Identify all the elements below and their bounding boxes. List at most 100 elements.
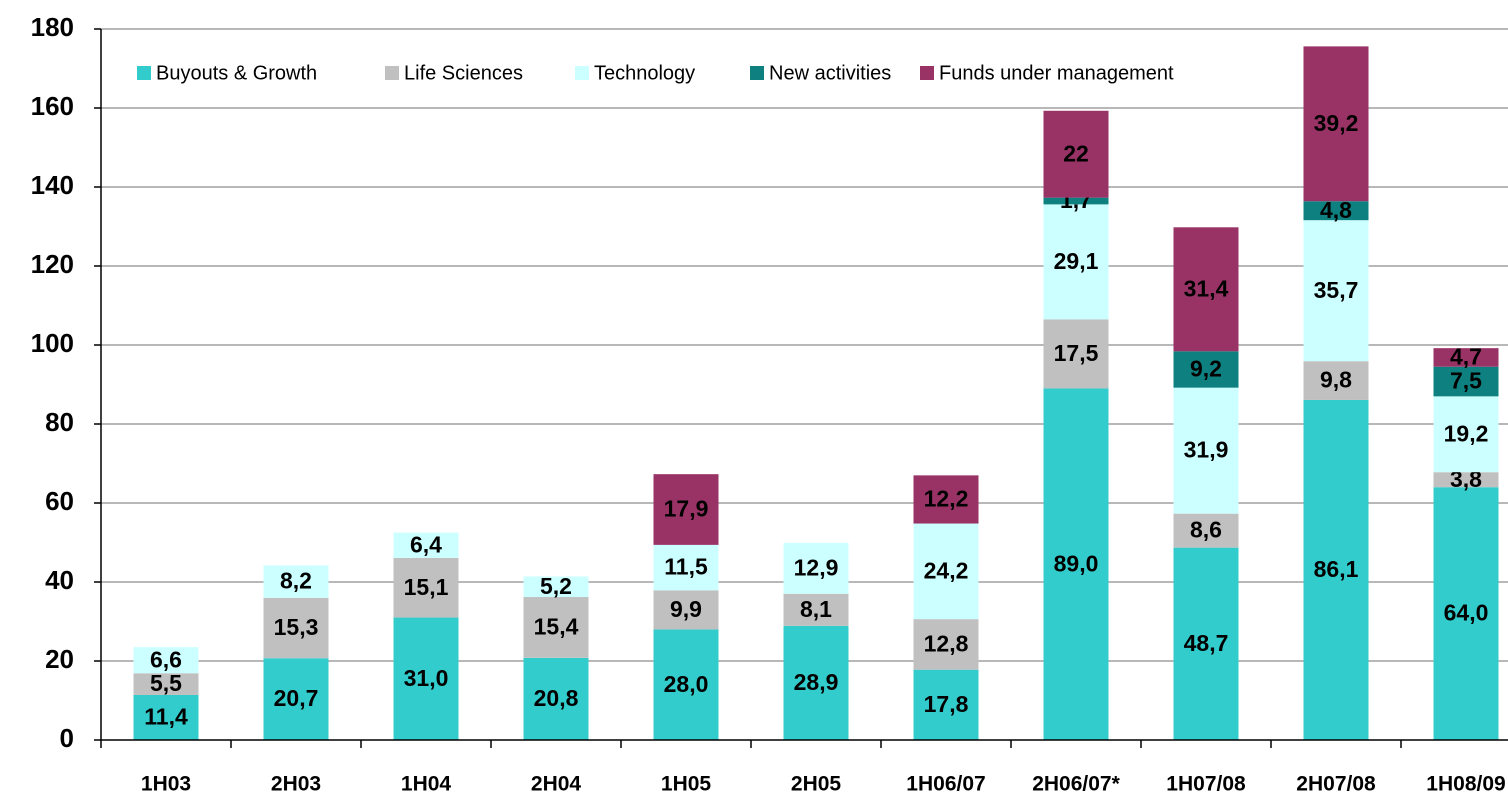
y-tick-label: 80 — [45, 407, 74, 437]
bar-segment — [523, 597, 589, 658]
bar-segment — [393, 532, 459, 558]
legend-swatch — [920, 66, 934, 80]
bar-segment — [1303, 399, 1369, 740]
data-label: 11,4 — [144, 704, 188, 730]
y-tick-label: 20 — [45, 644, 74, 674]
bar-segment — [1433, 472, 1499, 488]
bar-segment — [133, 673, 199, 695]
data-label: 15,1 — [404, 574, 449, 600]
x-tick-label: 2H06/07* — [1032, 773, 1120, 796]
bar-segment — [653, 590, 719, 630]
bar-segment — [653, 629, 719, 740]
data-label: 31,4 — [1184, 275, 1229, 301]
bar-segment — [913, 669, 979, 740]
x-tick-label: 2H07/08 — [1296, 773, 1376, 796]
bar-segment — [523, 576, 589, 598]
y-tick-label: 100 — [31, 328, 74, 358]
data-label: 8,1 — [800, 596, 832, 622]
data-label: 5,2 — [540, 573, 572, 599]
bar-segment — [393, 617, 459, 740]
data-label: 15,4 — [534, 614, 579, 640]
legend-label: New activities — [769, 62, 891, 84]
legend-swatch — [575, 66, 589, 80]
x-tick-label: 2H04 — [531, 773, 582, 796]
data-label: 12,8 — [924, 630, 969, 656]
x-tick-label: 1H03 — [141, 773, 191, 796]
bar-segment — [783, 625, 849, 740]
x-tick-label: 1H05 — [661, 773, 712, 796]
data-label: 12,2 — [924, 486, 969, 512]
bar-segment — [523, 657, 589, 740]
data-label: 17,9 — [664, 496, 709, 522]
bar-segment — [783, 593, 849, 626]
data-label: 5,5 — [150, 670, 182, 696]
data-label: 11,5 — [664, 554, 708, 580]
x-tick-label: 1H06/07 — [906, 773, 985, 796]
bar-segment — [1433, 487, 1499, 740]
bar-segment — [133, 694, 199, 740]
bar-segment — [1303, 361, 1369, 400]
data-label: 9,8 — [1320, 367, 1352, 393]
data-label: 8,2 — [280, 568, 312, 594]
bar-segment — [1173, 227, 1239, 352]
data-label: 29,1 — [1054, 248, 1099, 274]
bar-segment — [1043, 197, 1109, 205]
bar-segment — [263, 597, 329, 659]
bar-segment — [783, 542, 849, 594]
data-label: 12,9 — [794, 554, 839, 580]
x-tick-label: 1H04 — [401, 773, 452, 796]
data-label: 31,0 — [404, 665, 449, 691]
data-label: 48,7 — [1184, 630, 1229, 656]
bar-segment — [1303, 46, 1369, 202]
bar-segment — [263, 565, 329, 598]
bar-segment — [1173, 387, 1239, 514]
y-tick-label: 120 — [31, 249, 74, 279]
bar-segment — [1173, 547, 1239, 740]
y-tick-label: 0 — [60, 723, 74, 753]
data-label: 22 — [1063, 140, 1089, 166]
bar-segment — [133, 647, 199, 674]
y-tick-label: 180 — [31, 12, 74, 42]
data-label: 19,2 — [1444, 420, 1489, 446]
bar-segment — [1173, 513, 1239, 548]
data-label: 86,1 — [1314, 556, 1359, 582]
bar-segment — [1303, 220, 1369, 362]
data-label: 35,7 — [1314, 277, 1359, 303]
legend-label: Buyouts & Growth — [156, 62, 317, 84]
bar-segment — [1173, 351, 1239, 388]
bar-segment — [1043, 110, 1109, 198]
x-tick-label: 1H08/09 — [1426, 773, 1505, 796]
bar-segment — [653, 544, 719, 591]
legend-swatch — [137, 66, 151, 80]
y-tick-label: 40 — [45, 565, 74, 595]
bar-segment — [913, 475, 979, 524]
x-tick-label: 1H07/08 — [1166, 773, 1246, 796]
bar-segment — [913, 619, 979, 670]
bar-segment — [1433, 348, 1499, 367]
data-label: 4,7 — [1450, 344, 1482, 370]
data-label: 6,4 — [410, 531, 442, 557]
x-tick-label: 2H03 — [271, 773, 321, 796]
data-label: 39,2 — [1314, 110, 1359, 136]
data-label: 28,0 — [664, 671, 709, 697]
data-label: 89,0 — [1054, 550, 1099, 576]
bar-segment — [1433, 366, 1499, 397]
x-tick-label: 2H05 — [791, 773, 842, 796]
data-label: 8,6 — [1190, 517, 1222, 543]
data-label: 6,6 — [150, 646, 182, 672]
bar-segment — [913, 523, 979, 620]
data-label: 9,9 — [670, 596, 702, 622]
data-label: 17,5 — [1054, 340, 1099, 366]
legend-label: Life Sciences — [404, 62, 523, 84]
data-label: 7,5 — [1450, 368, 1482, 394]
legend-label: Technology — [594, 62, 695, 84]
data-label: 9,2 — [1190, 356, 1222, 382]
data-label: 20,7 — [274, 685, 319, 711]
data-label: 64,0 — [1444, 600, 1489, 626]
data-label: 20,8 — [534, 685, 579, 711]
y-tick-label: 160 — [31, 91, 74, 121]
legend-swatch — [750, 66, 764, 80]
data-label: 24,2 — [924, 557, 969, 583]
bar-segment — [1303, 201, 1369, 221]
